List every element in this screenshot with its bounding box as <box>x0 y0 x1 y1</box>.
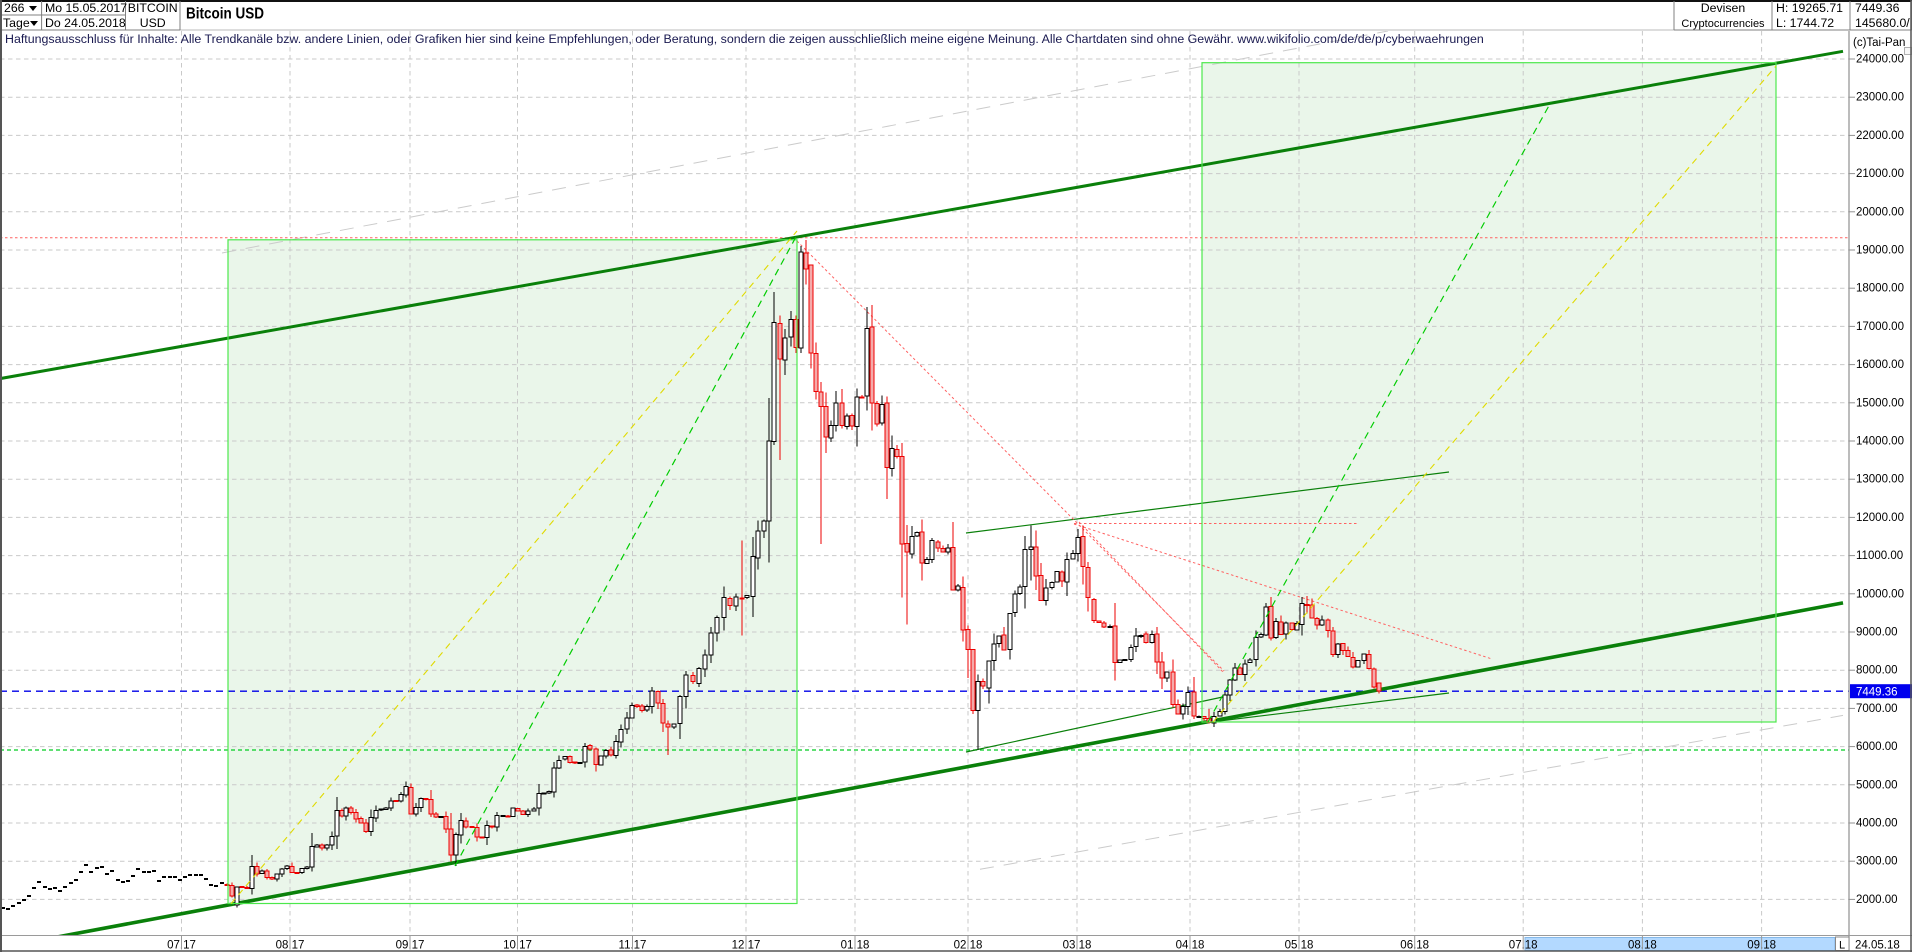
svg-text:22000.00: 22000.00 <box>1856 130 1904 142</box>
svg-text:3000.00: 3000.00 <box>1856 856 1898 868</box>
svg-text:2000.00: 2000.00 <box>1856 894 1898 906</box>
svg-text:L: L <box>1839 940 1845 952</box>
svg-text:18000.00: 18000.00 <box>1856 283 1904 295</box>
svg-text:H: 19265.71: H: 19265.71 <box>1776 1 1843 15</box>
svg-text:14000.00: 14000.00 <box>1856 436 1904 448</box>
svg-text:Cryptocurrencies: Cryptocurrencies <box>1681 18 1765 30</box>
svg-text:12000.00: 12000.00 <box>1856 512 1904 524</box>
svg-text:8000.00: 8000.00 <box>1856 665 1898 677</box>
svg-text:Tage: Tage <box>3 16 30 30</box>
svg-text:24.05.18: 24.05.18 <box>1855 940 1900 952</box>
svg-text:13000.00: 13000.00 <box>1856 474 1904 486</box>
svg-text:Bitcoin USD: Bitcoin USD <box>186 6 264 23</box>
svg-text:9000.00: 9000.00 <box>1856 627 1898 639</box>
svg-text:USD: USD <box>140 16 166 30</box>
svg-text:4000.00: 4000.00 <box>1856 818 1898 830</box>
svg-text:Mo 15.05.2017: Mo 15.05.2017 <box>45 1 127 15</box>
svg-text:Devisen: Devisen <box>1701 1 1746 15</box>
svg-text:15000.00: 15000.00 <box>1856 397 1904 409</box>
svg-text:11000.00: 11000.00 <box>1856 550 1903 562</box>
svg-text:17000.00: 17000.00 <box>1856 321 1904 333</box>
svg-text:10000.00: 10000.00 <box>1856 588 1904 600</box>
svg-text:BITCOIN: BITCOIN <box>128 1 178 15</box>
svg-text:(c)Tai-Pan: (c)Tai-Pan <box>1853 37 1905 49</box>
svg-text:7449.36: 7449.36 <box>1855 1 1900 15</box>
svg-text:24000.00: 24000.00 <box>1856 54 1904 66</box>
svg-text:L: 1744.72: L: 1744.72 <box>1776 16 1834 30</box>
svg-text:16000.00: 16000.00 <box>1856 359 1904 371</box>
svg-text:7000.00: 7000.00 <box>1856 703 1898 715</box>
svg-text:23000.00: 23000.00 <box>1856 92 1904 104</box>
svg-text:266: 266 <box>4 1 25 15</box>
svg-text:20000.00: 20000.00 <box>1856 206 1904 218</box>
svg-text:Haftungsausschluss für Inhalte: Haftungsausschluss für Inhalte: Alle Tre… <box>5 32 1484 46</box>
svg-text:5000.00: 5000.00 <box>1856 779 1898 791</box>
svg-text:6000.00: 6000.00 <box>1856 741 1898 753</box>
svg-text:19000.00: 19000.00 <box>1856 245 1904 257</box>
svg-text:145680.0/: 145680.0/ <box>1855 16 1910 30</box>
svg-text:7449.36: 7449.36 <box>1856 687 1898 699</box>
svg-text:21000.00: 21000.00 <box>1856 168 1904 180</box>
svg-text:Do 24.05.2018: Do 24.05.2018 <box>45 16 126 30</box>
